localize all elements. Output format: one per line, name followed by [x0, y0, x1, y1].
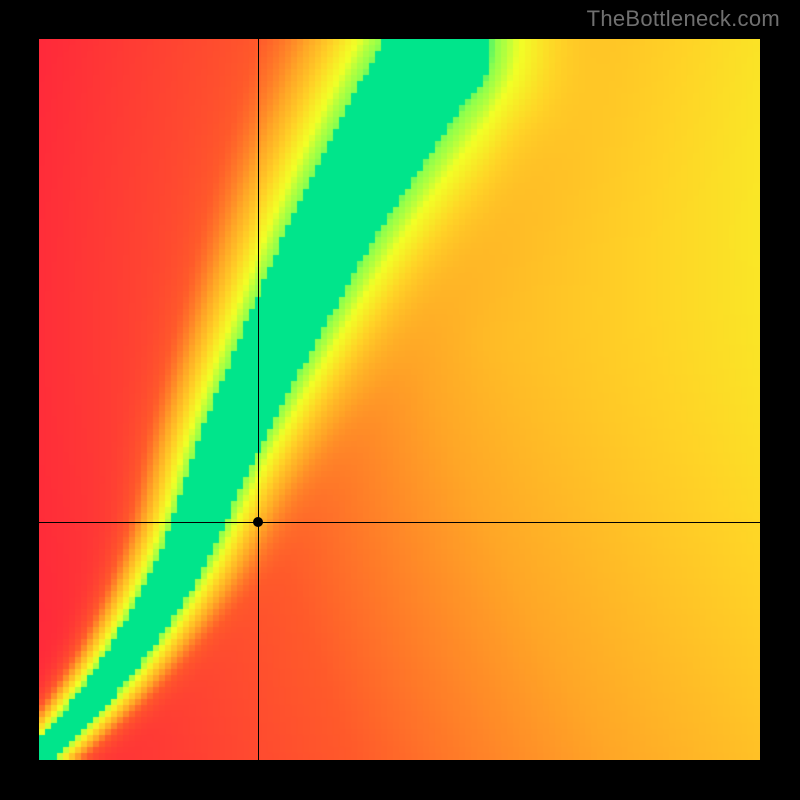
plot-area	[39, 39, 760, 760]
crosshair-vertical	[258, 39, 259, 760]
watermark: TheBottleneck.com	[587, 6, 780, 32]
heatmap-canvas	[39, 39, 760, 760]
crosshair-marker	[253, 517, 263, 527]
crosshair-horizontal	[39, 522, 760, 523]
